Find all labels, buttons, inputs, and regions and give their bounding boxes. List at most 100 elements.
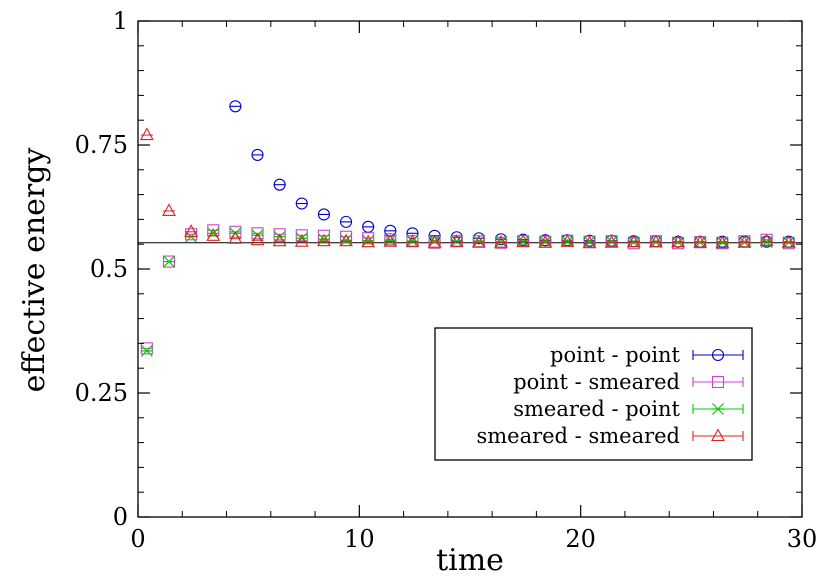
data-point-cross: [362, 234, 375, 247]
data-point-circle: [273, 178, 286, 191]
data-point-triangle-shape: [648, 234, 663, 248]
data-point-cross: [428, 235, 441, 248]
data-point-triangle-shape: [206, 228, 221, 241]
x-tick-label: 10: [344, 525, 375, 553]
data-point-triangle: [139, 127, 154, 141]
data-point-cross: [251, 229, 264, 242]
data-point-triangle: [494, 235, 508, 248]
data-point-triangle-shape: [471, 235, 486, 248]
data-point-triangle-shape: [604, 235, 619, 248]
y-tick-label: 0.75: [75, 131, 128, 159]
data-point-triangle-shape: [737, 235, 752, 248]
data-point-circle: [406, 227, 419, 240]
data-point-triangle: [294, 234, 309, 247]
data-point-triangle-shape: [671, 234, 685, 248]
data-point-triangle: [582, 235, 597, 249]
legend-label: point - smeared: [513, 370, 680, 394]
data-point-triangle-shape: [162, 203, 176, 217]
data-point-triangle-shape: [184, 224, 199, 237]
series-layer: [139, 100, 796, 357]
data-point-cross: [317, 233, 330, 246]
data-point-square: [384, 233, 397, 246]
legend-marker-cross: [712, 403, 724, 415]
data-point-triangle: [715, 235, 730, 249]
data-point-cross: [340, 234, 353, 247]
data-point-triangle: [449, 234, 464, 247]
legend-marker-triangle-shape: [711, 428, 725, 442]
data-point-circle: [251, 148, 264, 161]
data-point-triangle: [693, 235, 708, 248]
legend-marker-circle: [711, 348, 725, 362]
y-tick-label: 0: [113, 503, 128, 531]
data-point-triangle-shape: [582, 235, 597, 249]
data-point-square: [362, 232, 375, 245]
data-point-triangle-shape: [339, 233, 353, 247]
data-point-cross: [605, 235, 618, 248]
y-tick-label: 1: [113, 7, 128, 35]
data-point-square: [140, 342, 153, 355]
legend-label: smeared - point: [513, 397, 680, 421]
y-tick-label: 0.5: [90, 255, 128, 283]
data-point-cross: [162, 255, 175, 268]
data-point-triangle-shape: [228, 231, 243, 244]
data-point-cross: [716, 236, 729, 249]
data-point-triangle: [626, 234, 641, 248]
data-point-triangle: [206, 228, 221, 241]
data-point-circle: [317, 208, 330, 221]
axes-layer: 0 10 20 30 0 0.25 0.5 0.75 1: [75, 7, 818, 553]
legend-label: smeared - smeared: [476, 424, 680, 448]
data-point-triangle-shape: [759, 233, 774, 247]
legend-label: point - point: [550, 343, 681, 367]
x-tick-label: 30: [787, 525, 818, 553]
data-point-triangle-shape: [693, 235, 708, 248]
data-point-triangle-shape: [427, 235, 442, 248]
data-point-triangle-shape: [715, 235, 730, 249]
data-point-triangle-shape: [781, 235, 796, 248]
legend-marker-triangle: [711, 428, 725, 442]
data-point-triangle-shape: [405, 234, 420, 247]
data-point-cross: [384, 234, 397, 247]
data-point-triangle: [339, 233, 353, 247]
x-tick-label: 0: [130, 525, 145, 553]
data-point-triangle: [671, 234, 685, 248]
data-point-triangle-shape: [538, 235, 553, 248]
data-point-cross: [140, 344, 153, 357]
data-point-cross: [472, 235, 485, 248]
data-point-triangle-shape: [361, 234, 376, 248]
data-point-triangle: [405, 234, 420, 247]
data-point-triangle-shape: [250, 232, 265, 246]
data-point-triangle-shape: [272, 233, 287, 247]
x-axis-label: time: [436, 543, 504, 578]
data-point-triangle: [250, 232, 265, 246]
data-point-cross: [539, 235, 552, 248]
data-point-cross: [583, 235, 596, 248]
y-axis-label: effective energy: [17, 148, 52, 393]
data-point-triangle: [737, 235, 752, 248]
data-point-triangle-shape: [626, 234, 641, 248]
data-point-triangle-shape: [294, 234, 309, 247]
legend: point - point point - smeared smeared - po…: [434, 327, 753, 461]
legend-box: [434, 327, 753, 461]
data-point-triangle-shape: [560, 234, 575, 247]
x-tick-label: 20: [565, 525, 596, 553]
data-point-triangle: [604, 235, 619, 248]
data-point-triangle: [471, 235, 486, 248]
data-point-triangle: [427, 235, 442, 248]
data-point-triangle: [361, 234, 376, 248]
data-point-triangle-shape: [449, 234, 464, 247]
legend-marker-square: [711, 375, 725, 389]
data-point-triangle: [316, 233, 331, 247]
data-point-triangle-shape: [139, 127, 154, 141]
data-point-circle: [229, 100, 242, 113]
data-point-triangle-shape: [516, 234, 531, 247]
y-tick-label: 0.25: [75, 379, 128, 407]
data-point-triangle-shape: [383, 234, 398, 247]
data-point-triangle: [228, 231, 243, 244]
data-point-triangle: [759, 233, 774, 247]
data-point-circle: [340, 215, 353, 228]
data-point-triangle: [184, 224, 199, 237]
data-point-triangle: [516, 234, 531, 247]
data-point-cross: [494, 235, 507, 248]
data-point-triangle: [383, 234, 398, 247]
